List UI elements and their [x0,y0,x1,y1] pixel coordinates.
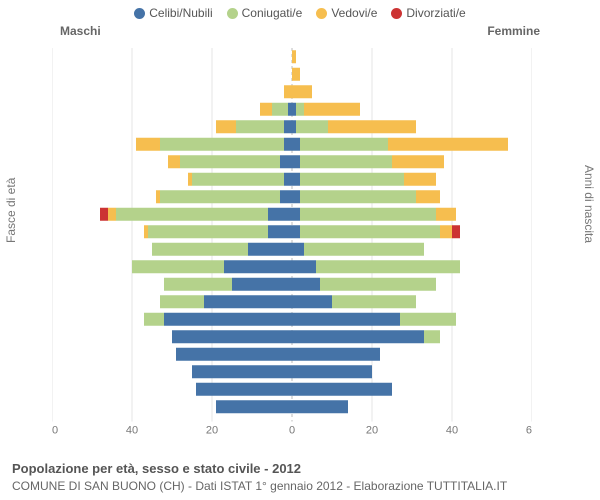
svg-text:60: 60 [52,425,58,437]
legend-swatch [134,8,145,19]
chart-subtitle: COMUNE DI SAN BUONO (CH) - Dati ISTAT 1°… [12,478,507,494]
legend-item: Celibi/Nubili [134,6,212,20]
legend-item: Divorziati/e [391,6,465,20]
legend: Celibi/Nubili Coniugati/e Vedovi/e Divorzia… [0,0,600,20]
legend-swatch [316,8,327,19]
legend-swatch [227,8,238,19]
legend-item: Vedovi/e [316,6,377,20]
male-title: Maschi [60,24,101,38]
svg-text:40: 40 [446,425,458,437]
svg-text:0: 0 [289,425,295,437]
svg-text:40: 40 [126,425,138,437]
legend-label: Coniugati/e [242,6,303,20]
legend-swatch [391,8,402,19]
female-title: Femmine [487,24,540,38]
side-titles: Maschi Femmine [0,24,600,38]
svg-text:20: 20 [366,425,378,437]
pyramid-chart: Celibi/Nubili Coniugati/e Vedovi/e Divorzia… [0,0,600,500]
legend-item: Coniugati/e [227,6,303,20]
svg-text:60: 60 [526,425,532,437]
legend-label: Vedovi/e [331,6,377,20]
legend-label: Divorziati/e [406,6,465,20]
plot-area: 6040200204060100+≤ 191195-991912-191690-… [52,48,532,440]
svg-text:20: 20 [206,425,218,437]
legend-label: Celibi/Nubili [149,6,212,20]
footer: Popolazione per età, sesso e stato civil… [12,460,507,494]
chart-title: Popolazione per età, sesso e stato civil… [12,460,507,478]
y-axis-title-right: Anni di nascita [582,165,596,243]
y-axis-title-left: Fasce di età [4,178,18,243]
